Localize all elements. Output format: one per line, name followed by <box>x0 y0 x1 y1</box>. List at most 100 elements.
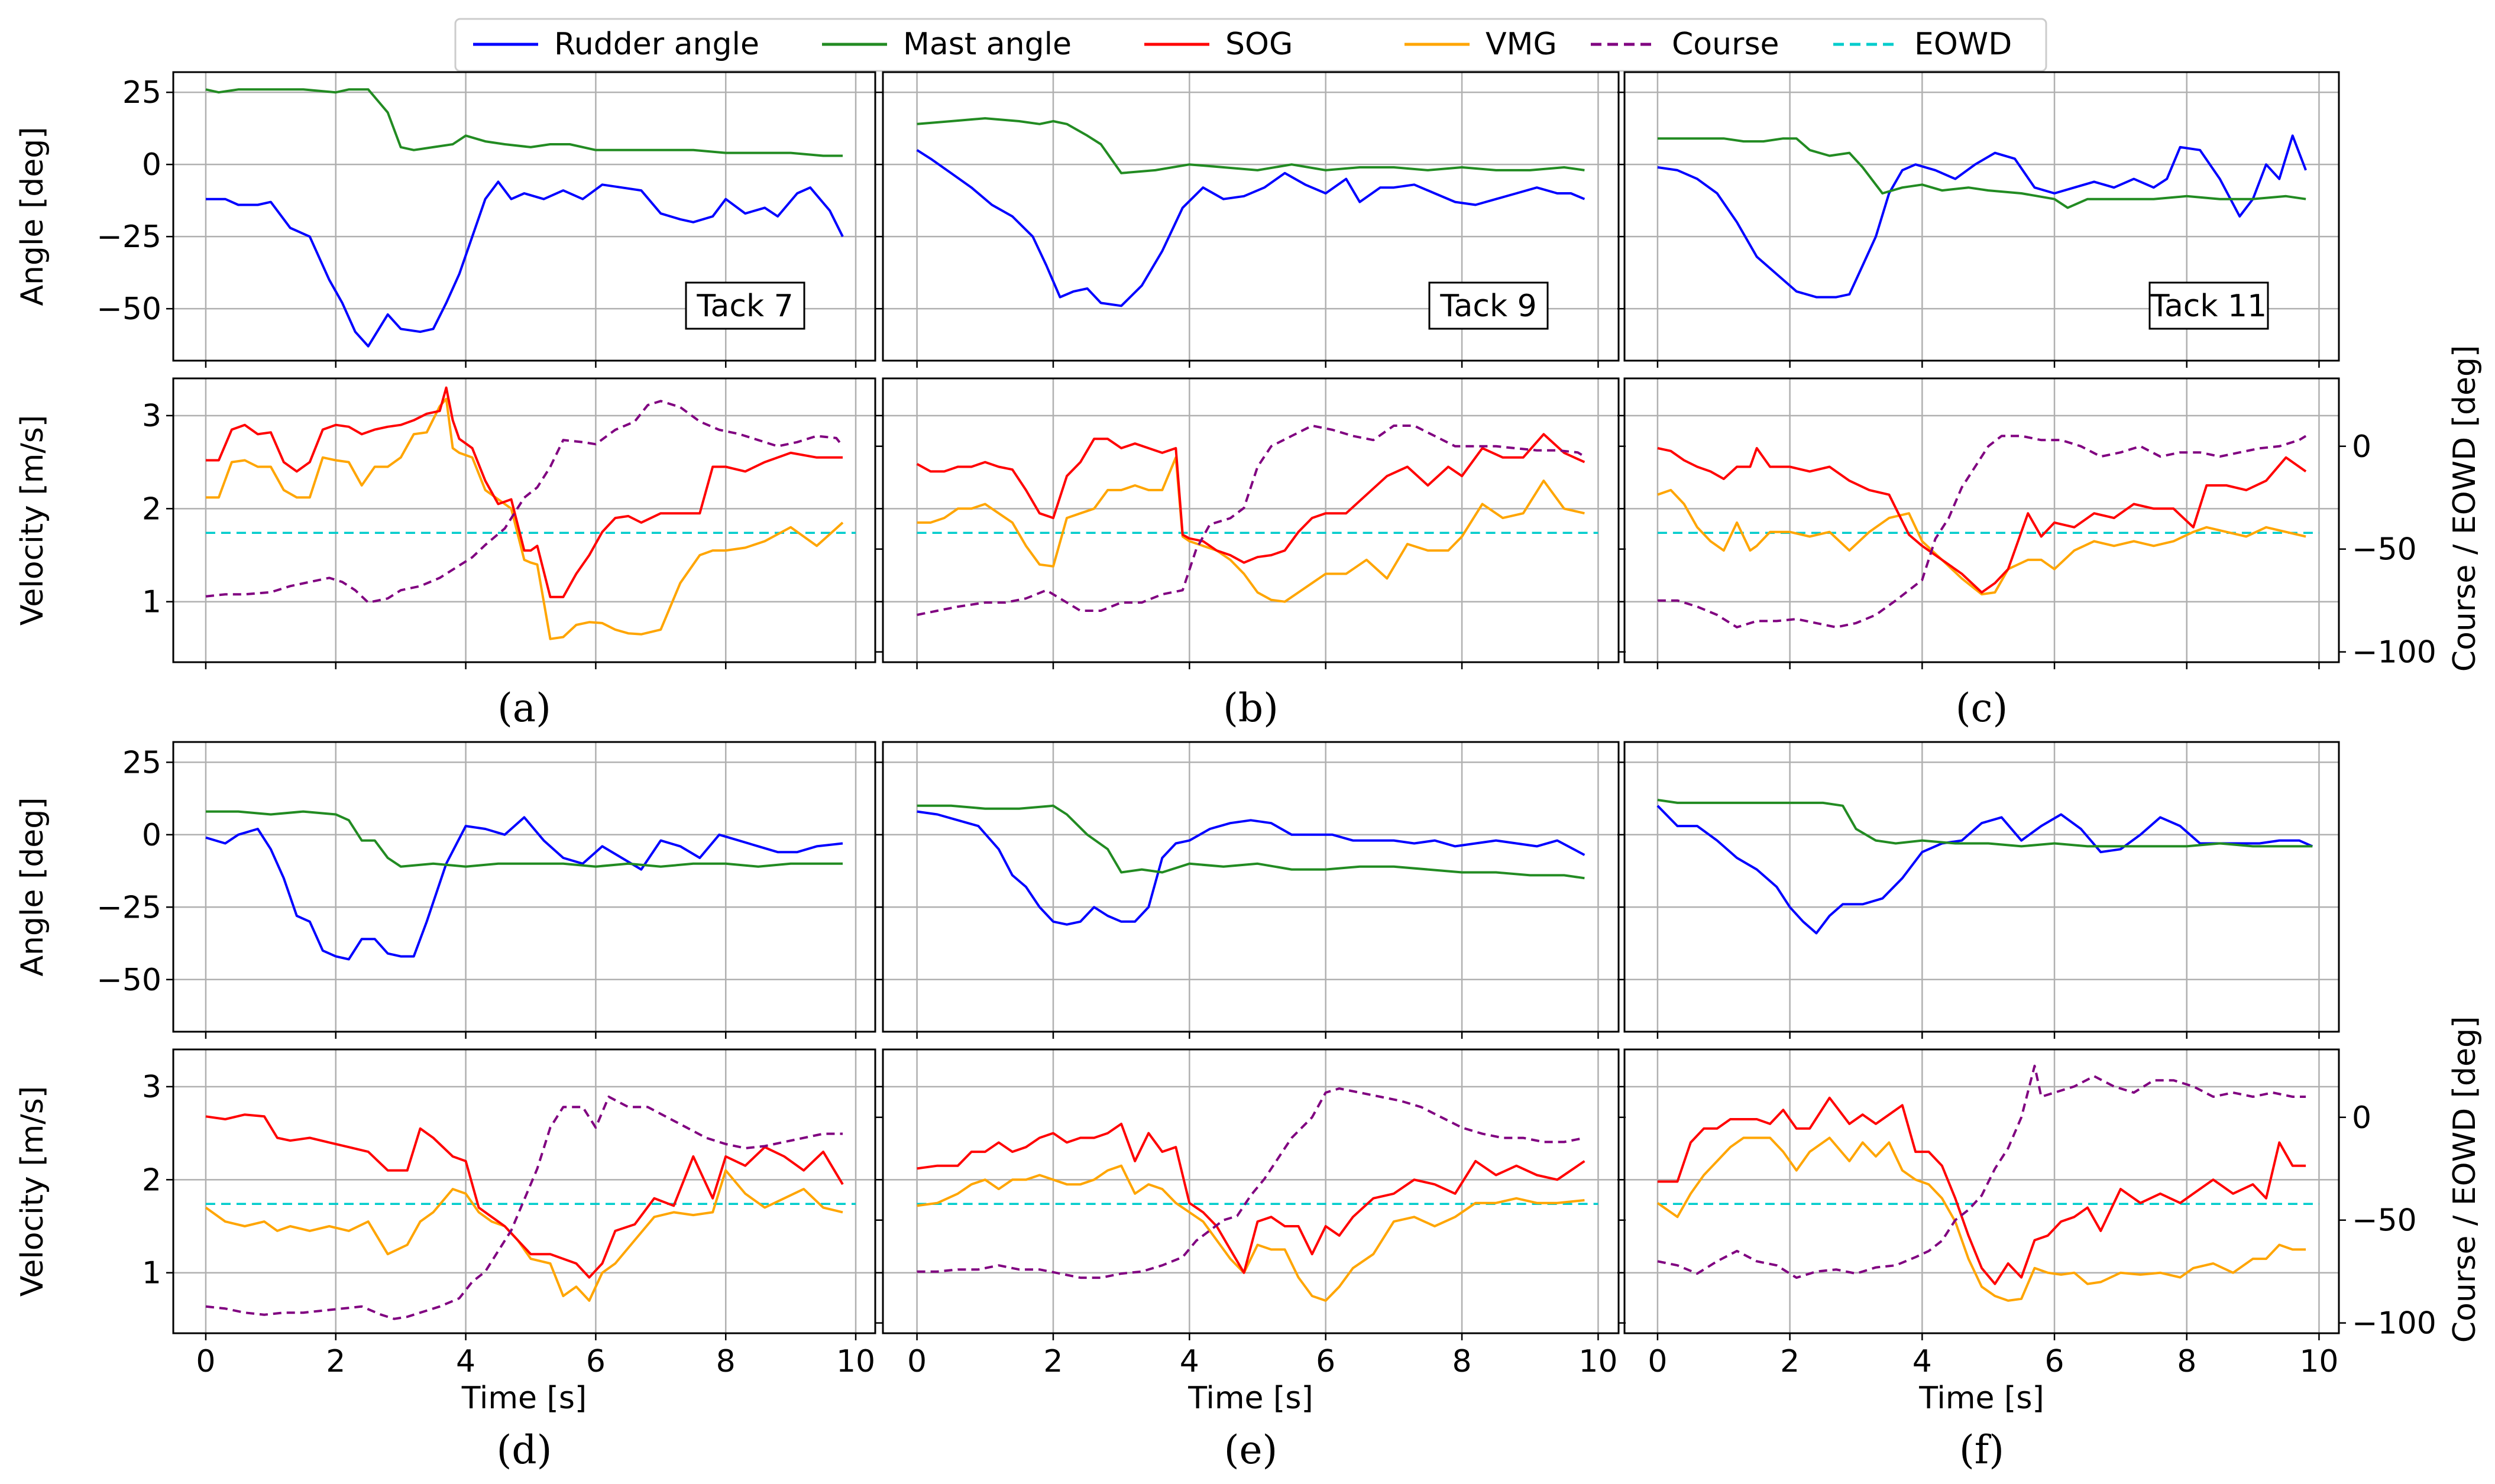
panel-caption: (d) <box>497 1427 552 1473</box>
series-line-vmg <box>917 1164 1585 1302</box>
panels: 25 0 −25 −50 Tack 11 2 3 Angle [deg] Velocity [m… <box>15 71 2483 1473</box>
legend-label-vmg: VMG <box>1486 27 1557 62</box>
series-line-rudder <box>205 816 843 961</box>
series-line-sog <box>916 433 1585 564</box>
series-line-mast <box>206 810 843 868</box>
angle-tick-label: −25 <box>96 890 161 925</box>
x-tick-label: 0 <box>1648 1344 1667 1379</box>
panel-e: Tack 9 0 2 4 6 8 10 Time [s] (e) <box>876 281 1626 1473</box>
velocity-frame <box>1623 1048 2340 1334</box>
course-tick-label: −100 <box>2352 1306 2436 1342</box>
course-axis-label: Course / EOWD [deg] <box>2447 1016 2483 1343</box>
velocity-tick-label: 3 <box>142 1070 161 1105</box>
legend-box <box>454 18 2047 72</box>
velocity-tick-label: 1 <box>142 585 161 620</box>
panel-caption: (a) <box>497 685 551 731</box>
legend-label-rudder: Rudder angle <box>554 27 759 62</box>
series-line-vmg <box>917 456 1585 603</box>
series-line-mast <box>205 88 843 157</box>
tack-label: Tack 9 <box>1439 289 1536 324</box>
velocity-frame <box>172 377 876 663</box>
angle-tick-label: 0 <box>142 818 161 853</box>
velocity-axis-label: Velocity [m/s] <box>15 415 50 626</box>
series-line-rudder <box>1656 805 2313 935</box>
series-line-mast <box>917 117 1585 174</box>
series-line-vmg <box>1656 1136 2306 1302</box>
x-tick-label: 10 <box>836 1344 875 1379</box>
tack-label-box <box>1428 281 1549 330</box>
angle-plot-f: Tack 11 <box>1617 281 2340 1039</box>
series-line-sog <box>1657 447 2307 594</box>
x-tick-label: 4 <box>456 1344 475 1379</box>
x-tick-label: 8 <box>2177 1344 2196 1379</box>
angle-tick-label: −25 <box>96 219 161 255</box>
tack-label-box <box>685 281 805 330</box>
velocity-axis-label: Velocity [m/s] <box>15 1086 50 1297</box>
angle-frame <box>1623 741 2340 1033</box>
series-line-mast <box>917 804 1585 880</box>
x-tick-label: 0 <box>907 1344 927 1379</box>
series-line-mast <box>1657 137 2306 209</box>
angle-frame <box>172 71 876 362</box>
x-tick-label: 10 <box>1578 1344 1617 1379</box>
velocity-tick-label: 3 <box>142 398 161 434</box>
course-tick-label: −50 <box>2352 532 2417 568</box>
panel-caption: (e) <box>1224 1427 1278 1473</box>
angle-tick-label: −50 <box>96 291 161 327</box>
course-tick-label: 0 <box>2352 1100 2371 1136</box>
legend-label-course: Course <box>1672 27 1779 62</box>
x-tick-label: 8 <box>716 1344 736 1379</box>
series-line-course <box>917 425 1585 616</box>
angle-tick-label: 0 <box>142 147 161 183</box>
course-tick-label: 0 <box>2352 429 2371 465</box>
x-tick-label: 6 <box>2044 1344 2064 1379</box>
panel-caption: (b) <box>1223 685 1279 731</box>
panel-caption: (f) <box>1959 1427 2004 1473</box>
angle-tick-label: −50 <box>96 963 161 998</box>
panel-caption: (c) <box>1956 685 2008 731</box>
velocity-plot-a: 1 2 3 <box>142 377 882 669</box>
x-tick-label: 4 <box>1180 1344 1199 1379</box>
series-line-mast <box>1657 799 2313 848</box>
series-line-vmg <box>206 397 844 640</box>
angle-tick-label: 25 <box>122 745 161 780</box>
velocity-frame <box>172 1048 876 1334</box>
series-line-rudder <box>917 810 1585 926</box>
angle-frame <box>1623 71 2340 362</box>
legend-label-mast: Mast angle <box>903 27 1072 62</box>
series-line-course <box>1657 1064 2306 1279</box>
x-tick-label: 2 <box>326 1344 345 1379</box>
time-axis-label: Time [s] <box>1918 1381 2044 1416</box>
panel-f: Tack 11 0 2 4 6 8 10 0 −50 −100 Course / EOWD [deg… <box>1617 281 2483 1473</box>
series-line-sog <box>206 386 843 598</box>
series-line-rudder <box>206 180 844 348</box>
x-tick-label: 6 <box>586 1344 606 1379</box>
series-line-sog <box>205 1113 844 1279</box>
x-tick-label: 2 <box>1043 1344 1063 1379</box>
angle-frame <box>882 741 1620 1033</box>
velocity-plot-c: 0 −50 −100 <box>1617 377 2436 670</box>
velocity-frame <box>882 1048 1620 1334</box>
x-tick-label: 8 <box>1452 1344 1472 1379</box>
x-tick-label: 10 <box>2299 1344 2338 1379</box>
series-line-course <box>205 400 844 604</box>
series-line-course <box>917 1087 1585 1279</box>
velocity-tick-label: 2 <box>142 491 161 527</box>
time-axis-label: Time [s] <box>1187 1381 1313 1416</box>
velocity-plot-e: 0 2 4 6 8 10 <box>876 1048 1626 1379</box>
angle-plot-e: Tack 9 <box>876 281 1620 1039</box>
angle-frame <box>882 71 1620 362</box>
x-tick-label: 6 <box>1316 1344 1335 1379</box>
velocity-plot-f: 0 2 4 6 8 10 0 −50 −100 <box>1617 1048 2436 1379</box>
angle-axis-label: Angle [deg] <box>15 797 50 976</box>
series-line-rudder <box>1657 134 2307 299</box>
x-tick-label: 0 <box>196 1344 215 1379</box>
course-axis-label: Course / EOWD [deg] <box>2447 345 2483 672</box>
x-tick-label: 4 <box>1912 1344 1932 1379</box>
legend-label-eowd: EOWD <box>1914 27 2012 62</box>
velocity-tick-label: 1 <box>142 1256 161 1291</box>
series-line-rudder <box>916 149 1585 307</box>
